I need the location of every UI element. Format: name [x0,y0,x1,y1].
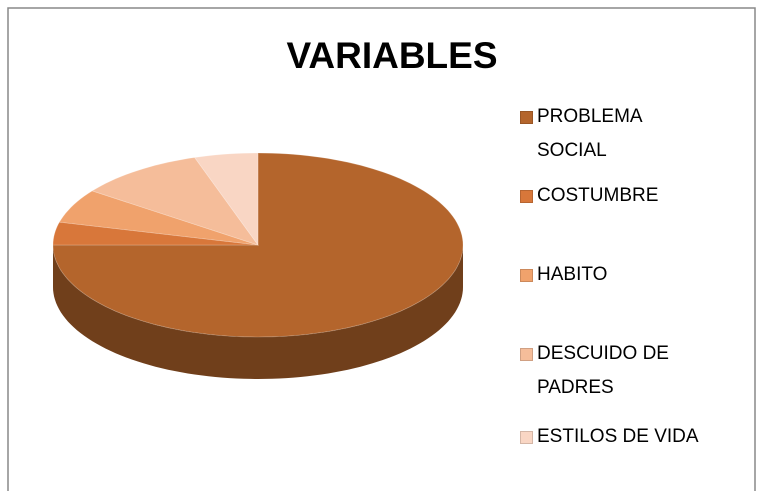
legend-entry: DESCUIDO DE PADRES [520,337,707,405]
legend-swatch [520,111,533,124]
legend-swatch [520,190,533,203]
legend-label: HABITO [537,264,608,285]
slice [58,190,259,246]
slice-side [53,245,463,379]
legend-label: COSTUMBRE [537,185,659,206]
legend-entry: PROBLEMA SOCIAL [520,100,707,168]
slice [193,152,259,247]
legend-swatch [520,269,533,282]
legend-entry: HABITO [520,258,707,292]
legend-label: PROBLEMA SOCIAL [537,106,642,161]
legend-swatch [520,348,533,361]
legend-entry: COSTUMBRE [520,179,707,213]
legend-label: DESCUIDO DE PADRES [537,343,669,398]
chart-title: VARIABLES [286,35,497,76]
legend-swatch [520,431,533,444]
slice [52,221,259,246]
frame [7,7,756,491]
legend-entry: ESTILOS DE VIDA [520,420,707,454]
legend-label: ESTILOS DE VIDA [537,426,699,447]
slice [91,157,260,246]
